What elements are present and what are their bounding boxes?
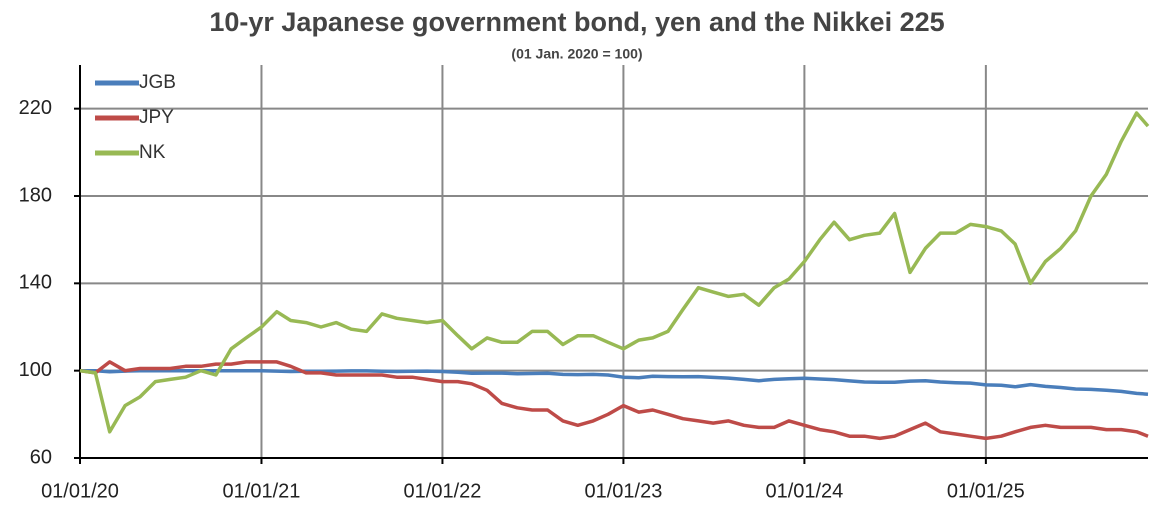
x-tick-label: 01/01/20: [41, 480, 119, 502]
y-tick-label: 100: [19, 359, 52, 381]
x-tick-label: 01/01/24: [765, 480, 843, 502]
legend-label: NK: [139, 142, 166, 163]
x-tick-label: 01/01/25: [947, 480, 1025, 502]
series-line: [79, 360, 1149, 441]
y-tick-label: 180: [19, 184, 52, 206]
y-tick-label: 140: [19, 272, 52, 294]
legend-label: JPY: [139, 107, 174, 128]
series-line: [80, 368, 1149, 396]
x-tick-label: 01/01/23: [584, 480, 662, 502]
x-tick-label: 01/01/22: [404, 480, 482, 502]
y-tick-label: 220: [19, 97, 52, 119]
chart-subtitle: (01 Jan. 2020 = 100): [511, 46, 642, 62]
chart-title: 10-yr Japanese government bond, yen and …: [209, 7, 944, 37]
series-line: [79, 111, 1150, 434]
legend-label: JGB: [139, 72, 176, 93]
y-tick-label: 60: [30, 446, 52, 468]
x-tick-label: 01/01/21: [223, 480, 301, 502]
